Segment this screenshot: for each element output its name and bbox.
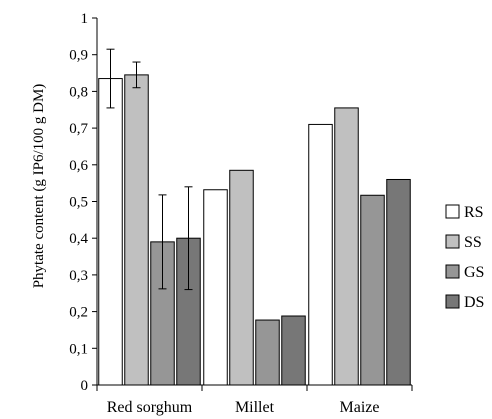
axes-group	[96, 18, 413, 391]
y-tick-label: 0,5	[69, 195, 88, 211]
y-tick-label: 0,8	[69, 84, 88, 100]
bar-rs	[308, 123, 333, 386]
error-bars-group	[106, 48, 193, 291]
bar-rs	[203, 189, 228, 386]
category-label: Red sorghum	[107, 399, 193, 416]
y-tick-label: 0	[81, 378, 89, 394]
y-axis-title-group: Phytate content (g IP6/100 g DM)	[31, 84, 47, 289]
legend-swatch-gs	[445, 264, 460, 279]
category-label: Maize	[340, 399, 380, 416]
legend-label-gs: GS	[464, 264, 484, 281]
category-labels-group: Red sorghum Millet Maize	[107, 399, 380, 416]
y-axis-ticks: 0 0,1 0,2 0,3 0,4 0,5 0,6 0,7 0,8 0,9 1	[69, 11, 97, 394]
y-axis-title: Phytate content (g IP6/100 g DM)	[31, 84, 47, 289]
y-tick-label: 0,1	[69, 341, 88, 357]
bars-group	[98, 74, 411, 386]
legend-label-rs: RS	[464, 204, 484, 221]
bar-gs	[360, 194, 385, 386]
legend-swatch-rs	[445, 204, 460, 219]
legend-swatch-ss	[445, 234, 460, 249]
y-tick-label: 0,2	[69, 305, 88, 321]
bar-ds	[386, 178, 411, 386]
legend: RS SS GS DS	[445, 204, 484, 311]
legend-label-ds: DS	[464, 294, 484, 311]
y-tick-label: 0,6	[69, 158, 88, 174]
y-tick-label: 0,9	[69, 48, 88, 64]
legend-swatch-ds	[445, 294, 460, 309]
y-tick-label: 0,7	[69, 121, 88, 137]
bar-ss	[124, 74, 149, 386]
bar-rs	[98, 78, 123, 386]
y-tick-label: 0,4	[69, 231, 88, 247]
bar-gs	[255, 319, 280, 386]
bar-ss	[229, 169, 254, 386]
legend-label-ss: SS	[464, 234, 482, 251]
bar-ss	[334, 107, 359, 386]
y-tick-label: 0,3	[69, 268, 88, 284]
category-label: Millet	[235, 399, 275, 416]
y-tick-label: 1	[81, 11, 89, 27]
bar-ds	[281, 315, 306, 386]
